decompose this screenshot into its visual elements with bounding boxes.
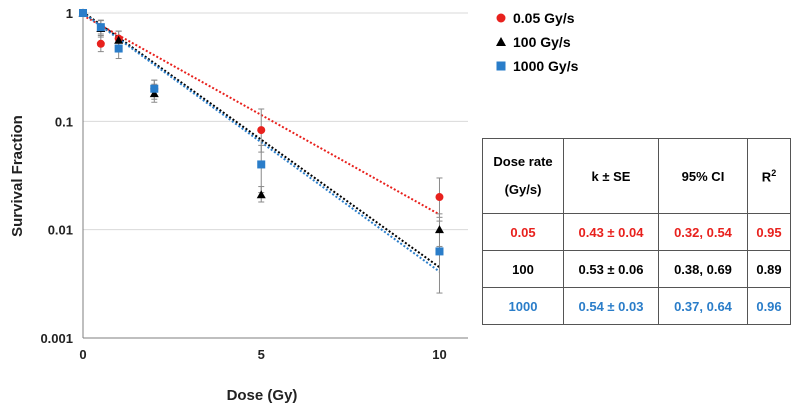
fit-statistics-table: Dose rate (Gy/s) k ± SE 95% CI R2 0.05 0… xyxy=(482,138,791,325)
point-1 xyxy=(149,89,159,98)
legend-label-1000: 1000 Gy/s xyxy=(513,58,579,74)
x-axis-title: Dose (Gy) xyxy=(227,387,298,404)
survival-chart: 1 0.1 0.01 0.001 0 5 10 Dose (Gy) Survival Fra… xyxy=(9,6,468,404)
header-r2: R2 xyxy=(747,138,791,214)
point-2 xyxy=(257,160,266,169)
cell-k: 0.43 ± 0.04 xyxy=(563,213,659,251)
cell-k: 0.53 ± 0.06 xyxy=(563,250,659,288)
data-points xyxy=(78,8,444,256)
fit-line-1 xyxy=(82,11,441,269)
black-triangle-icon xyxy=(496,37,506,46)
cell-rate: 100 xyxy=(482,250,564,288)
cell-ci: 0.32, 0.54 xyxy=(658,213,748,251)
legend: 0.05 Gy/s 100 Gy/s 1000 Gy/s xyxy=(495,6,578,78)
table-row: 1000 0.54 ± 0.03 0.37, 0.64 0.96 xyxy=(482,287,791,325)
error-bars xyxy=(97,19,443,294)
point-1 xyxy=(114,35,124,44)
point-0 xyxy=(257,126,266,135)
legend-item-1000: 1000 Gy/s xyxy=(495,54,578,78)
header-dose-rate-line1: Dose rate xyxy=(493,154,553,169)
header-r2-sup: 2 xyxy=(771,167,777,178)
point-0 xyxy=(435,193,444,202)
legend-label-100: 100 Gy/s xyxy=(513,34,571,50)
header-r2-base: R xyxy=(761,169,772,185)
grid-lines xyxy=(83,12,468,231)
x-tick-label: 5 xyxy=(258,347,265,362)
header-dose-rate: Dose rate (Gy/s) xyxy=(482,138,564,214)
header-dose-rate-line2: (Gy/s) xyxy=(504,182,542,197)
axes xyxy=(82,13,468,339)
cell-k: 0.54 ± 0.03 xyxy=(563,287,659,325)
point-2 xyxy=(435,247,444,256)
point-2 xyxy=(79,9,87,17)
y-axis-title: Survival Fraction xyxy=(9,115,26,237)
legend-item-100: 100 Gy/s xyxy=(495,30,578,54)
point-2 xyxy=(114,44,123,53)
cell-rate: 1000 xyxy=(482,287,564,325)
tick-labels: 1 0.1 0.01 0.001 0 5 10 xyxy=(40,6,446,362)
x-tick-label: 10 xyxy=(432,347,446,362)
blue-square-icon xyxy=(496,61,506,71)
point-0 xyxy=(96,39,105,48)
cell-ci: 0.38, 0.69 xyxy=(658,250,748,288)
y-tick-label: 0.001 xyxy=(40,331,73,346)
point-1 xyxy=(434,225,444,234)
table-row: 100 0.53 ± 0.06 0.38, 0.69 0.89 xyxy=(482,250,791,288)
y-tick-label: 0.1 xyxy=(55,114,73,129)
y-tick-label: 0.01 xyxy=(48,223,73,238)
cell-ci: 0.37, 0.64 xyxy=(658,287,748,325)
point-1 xyxy=(256,190,266,199)
y-tick-label: 1 xyxy=(66,6,73,21)
cell-r2: 0.89 xyxy=(747,250,791,288)
header-95-ci: 95% CI xyxy=(658,138,748,214)
x-tick-label: 0 xyxy=(79,347,86,362)
point-2 xyxy=(150,84,159,93)
header-k-se: k ± SE xyxy=(563,138,659,214)
point-2 xyxy=(96,23,105,32)
cell-r2: 0.95 xyxy=(747,213,791,251)
cell-rate: 0.05 xyxy=(482,213,564,251)
red-circle-icon xyxy=(496,13,506,23)
cell-r2: 0.96 xyxy=(747,287,791,325)
legend-item-0.05: 0.05 Gy/s xyxy=(495,6,578,30)
table-row: 0.05 0.43 ± 0.04 0.32, 0.54 0.95 xyxy=(482,213,791,251)
table-header-row: Dose rate (Gy/s) k ± SE 95% CI R2 xyxy=(482,138,791,214)
legend-label-0.05: 0.05 Gy/s xyxy=(513,10,575,26)
